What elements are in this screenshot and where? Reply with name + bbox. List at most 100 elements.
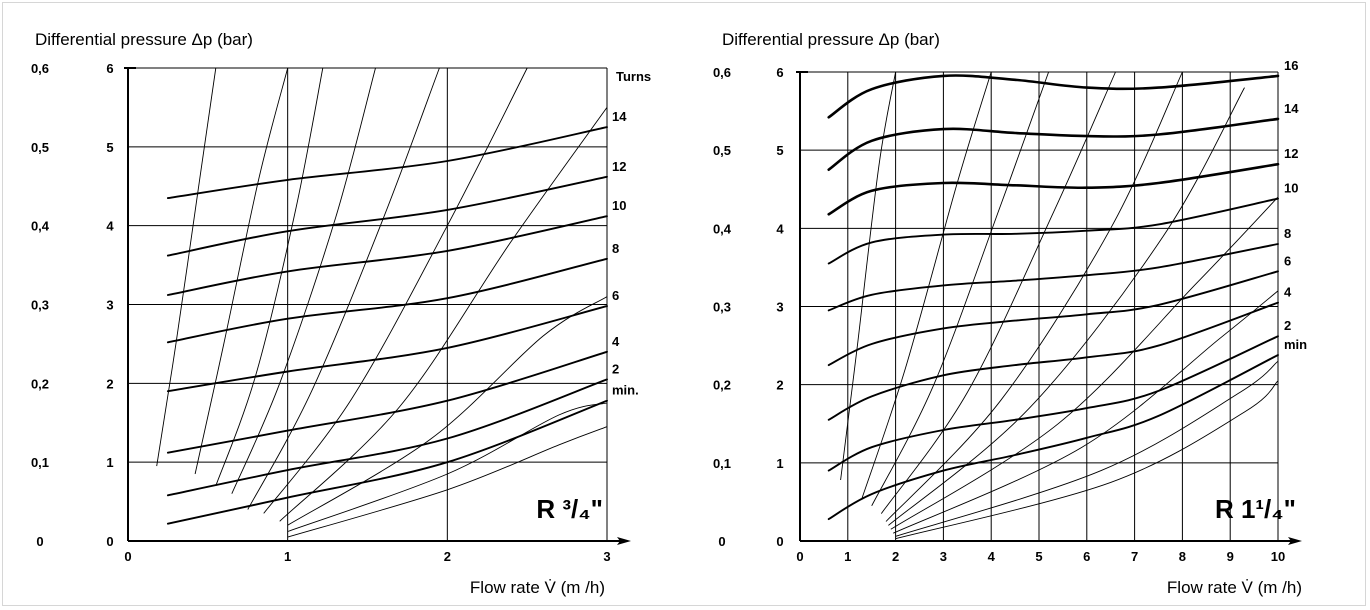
x-axis-arrow-icon: [617, 537, 631, 545]
y-tick-label-inner: 2: [776, 378, 783, 393]
y-tick-label-outer: 0: [718, 534, 725, 549]
series-label: 8: [1284, 226, 1291, 241]
x-axis-label: Flow rate V̇ (m /h): [1167, 578, 1302, 597]
x-tick-label: 9: [1227, 549, 1234, 564]
chart-r-3-4: Differential pressure Δp (bar)0 1 2 30010,1…: [31, 30, 651, 597]
guide-curve: [279, 107, 608, 522]
x-tick-label: 5: [1035, 549, 1042, 564]
y-tick-label-outer: 0,5: [713, 143, 731, 158]
series-curve: [166, 175, 608, 257]
x-tick-label: 3: [603, 549, 610, 564]
series-label: 14: [1284, 101, 1299, 116]
x-tick-label: 10: [1271, 549, 1285, 564]
series-label: 4: [1284, 285, 1292, 300]
series-label: 12: [612, 159, 626, 174]
guide-curve: [895, 360, 1279, 537]
x-tick-label: 1: [284, 549, 291, 564]
y-tick-label-outer: 0,1: [713, 456, 731, 471]
guide-curve: [231, 67, 376, 494]
guide-curve: [888, 87, 1245, 526]
y-tick-label-inner: 2: [106, 376, 113, 391]
series-curve: [166, 126, 608, 200]
x-tick-label: 0: [124, 549, 131, 564]
x-tick-label: 1: [844, 549, 851, 564]
guide-curve: [194, 67, 289, 475]
x-tick-label: 4: [988, 549, 996, 564]
series-curve: [827, 197, 1279, 265]
x-tick-label: 2: [892, 549, 899, 564]
y-tick-label-inner: 4: [106, 219, 114, 234]
guide-curve: [156, 67, 217, 467]
y-tick-label-outer: 0,1: [31, 455, 49, 470]
guide-curve: [287, 402, 608, 532]
guide-curve: [885, 71, 1183, 522]
y-tick-label-inner: 5: [106, 140, 113, 155]
x-tick-label: 7: [1131, 549, 1138, 564]
series-curve: [827, 243, 1279, 312]
y-tick-label-outer: 0: [36, 534, 43, 549]
x-axis-label: Flow rate V̇ (m /h): [470, 578, 605, 597]
model-label: R ³/₄": [536, 494, 603, 524]
guide-curve: [880, 71, 1116, 514]
guide-curve: [247, 67, 440, 510]
x-tick-label: 2: [444, 549, 451, 564]
y-tick-label-inner: 3: [776, 300, 783, 315]
series-label: 6: [1284, 253, 1291, 268]
series-curve: [166, 399, 608, 525]
series-label: 2: [1284, 318, 1291, 333]
series-curve: [166, 378, 608, 497]
guide-curve: [263, 67, 528, 514]
x-axis-arrow-icon: [1288, 537, 1302, 545]
y-tick-label-outer: 0,2: [713, 378, 731, 393]
chart-r-1-1-4: Differential pressure Δp (bar)0 1 2 3 4 5 6 7 8 9…: [713, 30, 1307, 597]
x-tick-label: 3: [940, 549, 947, 564]
series-curve: [827, 335, 1279, 472]
series-label: 14: [612, 109, 627, 124]
y-tick-label-inner: 1: [776, 456, 783, 471]
y-tick-label-inner: 0: [776, 534, 783, 549]
y-axis-label: Differential pressure Δp (bar): [35, 30, 253, 49]
guide-curve: [890, 196, 1279, 530]
y-tick-label-inner: 1: [106, 455, 113, 470]
series-curve: [827, 301, 1279, 421]
series-label: 6: [612, 288, 619, 303]
curve-header-label: Turns: [616, 69, 651, 84]
y-tick-label-outer: 0,6: [31, 61, 49, 76]
guide-curve: [895, 380, 1279, 540]
series-label: 12: [1284, 146, 1298, 161]
y-tick-label-inner: 0: [106, 534, 113, 549]
guide-curve: [893, 290, 1279, 534]
series-curve: [827, 74, 1280, 119]
y-tick-label-inner: 3: [106, 298, 113, 313]
y-tick-label-outer: 0,5: [31, 140, 49, 155]
series-label: 8: [612, 241, 619, 256]
series-label: min.: [612, 383, 639, 398]
series-curve: [166, 215, 608, 296]
series-curve: [827, 354, 1279, 521]
model-label: R 1¹/₄": [1215, 494, 1296, 524]
series-label: 4: [612, 334, 620, 349]
series-curve: [827, 162, 1280, 216]
series-curve: [166, 350, 608, 454]
y-axis-label: Differential pressure Δp (bar): [722, 30, 940, 49]
y-tick-label-outer: 0,4: [31, 219, 50, 234]
series-curve: [166, 257, 608, 344]
guide-curve: [840, 71, 897, 481]
series-label: min: [1284, 337, 1307, 352]
guide-curve: [287, 426, 608, 538]
series-curve: [166, 305, 608, 393]
y-tick-label-outer: 0,2: [31, 376, 49, 391]
series-label: 10: [612, 198, 626, 213]
y-tick-label-outer: 0,3: [31, 298, 49, 313]
y-tick-label-inner: 6: [106, 61, 113, 76]
guide-curve: [871, 71, 1050, 507]
x-tick-label: 8: [1179, 549, 1186, 564]
y-tick-label-inner: 4: [776, 221, 784, 236]
guide-curve: [215, 67, 324, 486]
series-label: 2: [612, 361, 619, 376]
series-curve: [827, 117, 1280, 171]
series-curve: [827, 270, 1279, 367]
series-label: 10: [1284, 181, 1298, 196]
